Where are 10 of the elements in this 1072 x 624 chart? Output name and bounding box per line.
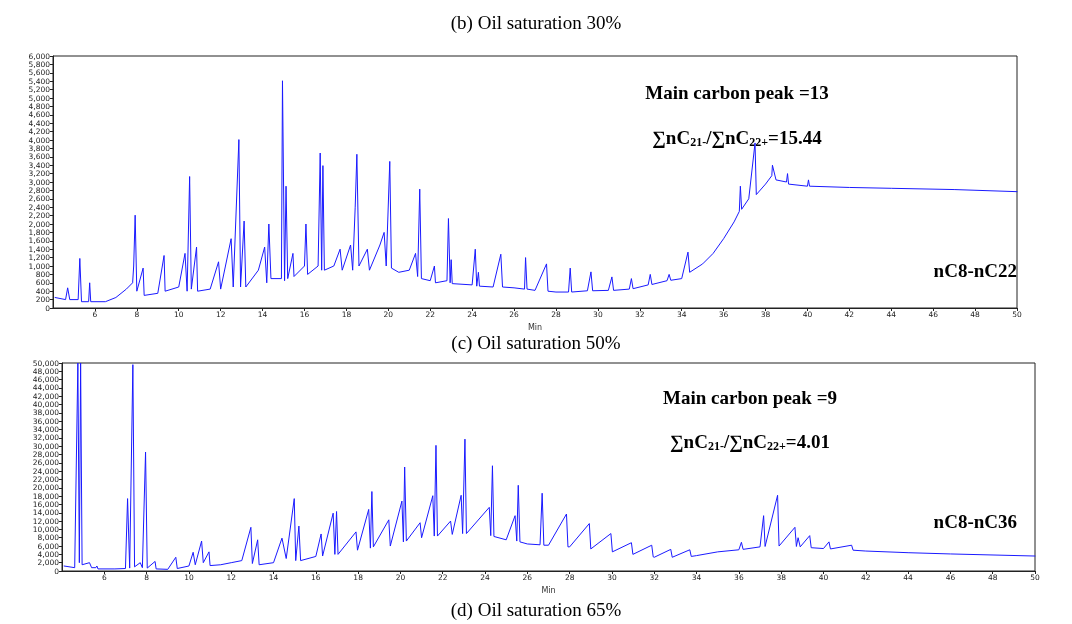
annotation: Main carbon peak =13 bbox=[645, 81, 829, 103]
x-axis-title: Min bbox=[541, 585, 556, 595]
text: (c) Oil saturation 50% bbox=[451, 331, 621, 354]
x-axis-title: Min bbox=[527, 322, 543, 332]
annotation: nC8-nC22 bbox=[933, 259, 1017, 281]
line-series bbox=[54, 80, 1018, 303]
annotation: nC8-nC36 bbox=[933, 510, 1017, 532]
chart-title: (b) Oil saturation 30% bbox=[450, 12, 622, 34]
text: (d) Oil saturation 65% bbox=[450, 598, 622, 621]
annotation: Main carbon peak =9 bbox=[663, 386, 837, 408]
